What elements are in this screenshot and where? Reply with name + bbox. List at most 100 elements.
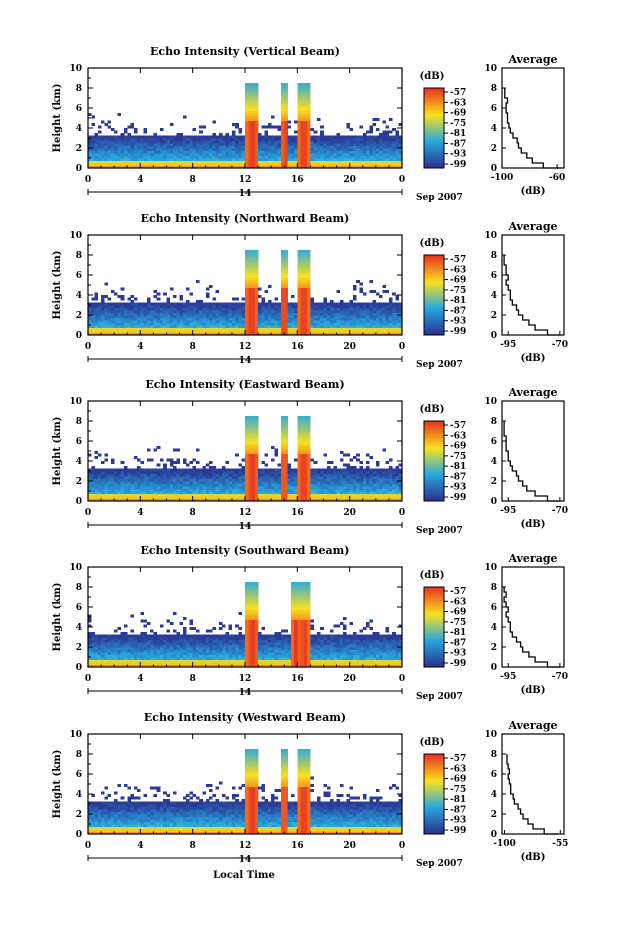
heatmap-cell <box>343 468 347 472</box>
heatmap-cell <box>215 305 220 308</box>
heatmap-cell <box>307 165 311 169</box>
heatmap-cell <box>130 481 135 484</box>
heatmap-cell <box>107 332 112 336</box>
heatmap-cell <box>326 315 331 318</box>
heatmap-cell <box>326 496 331 499</box>
heatmap-cell <box>346 478 350 482</box>
heatmap-cell <box>179 160 184 164</box>
heatmap-cell <box>303 436 308 439</box>
heatmap-cell <box>280 428 285 432</box>
heatmap-cell <box>231 498 236 502</box>
heatmap-cell <box>267 310 272 313</box>
heatmap-cell <box>349 138 354 141</box>
heatmap-cell <box>300 120 305 124</box>
heatmap-cell <box>182 320 187 323</box>
colorbar-unit: (dB) <box>420 71 445 82</box>
heatmap-cell <box>366 317 370 321</box>
heatmap-cell <box>235 330 239 333</box>
heatmap-cell <box>277 322 282 326</box>
heatmap-cell <box>94 325 99 328</box>
heatmap-cell <box>290 468 295 472</box>
heatmap-cell <box>277 478 282 482</box>
heatmap-cell <box>186 143 190 146</box>
heatmap-cell <box>395 310 400 313</box>
heatmap-cell <box>284 275 288 278</box>
heatmap-cell <box>241 297 246 301</box>
heatmap-cell <box>366 466 370 469</box>
heatmap-cell <box>94 312 99 316</box>
heatmap-cell <box>316 478 321 482</box>
heatmap-cell <box>225 153 229 156</box>
heatmap-cell <box>339 478 344 482</box>
heatmap-cell <box>94 473 99 477</box>
heatmap-cell <box>271 446 275 449</box>
heatmap-cell <box>352 483 357 487</box>
heatmap-cell <box>297 438 301 442</box>
heatmap-cell <box>189 478 193 482</box>
heatmap-cell <box>182 138 187 141</box>
heatmap-cell <box>245 123 249 126</box>
heatmap-cell <box>392 315 396 318</box>
heatmap-cell <box>189 135 193 139</box>
heatmap-cell <box>379 488 383 492</box>
heatmap-cell <box>146 325 151 328</box>
heatmap-cell <box>110 140 115 144</box>
heatmap-cell <box>320 143 324 146</box>
heatmap-cell <box>251 476 256 479</box>
heatmap-cell <box>166 496 171 499</box>
heatmap-cell <box>186 317 190 321</box>
heatmap-cell <box>300 322 305 326</box>
heatmap-cell <box>146 498 151 502</box>
heatmap-cell <box>143 332 148 336</box>
heatmap-cell <box>330 307 334 311</box>
heatmap-cell <box>218 468 223 472</box>
heatmap-cell <box>209 315 213 318</box>
heatmap-cell <box>218 332 223 336</box>
heatmap-cell <box>104 150 108 154</box>
heatmap-cell <box>366 320 370 323</box>
heatmap-cell <box>382 332 386 336</box>
heatmap-cell <box>88 332 92 336</box>
heatmap-cell <box>189 155 193 159</box>
heatmap-cell <box>150 327 154 331</box>
heatmap-cell <box>392 165 396 169</box>
heatmap-cell <box>398 158 403 161</box>
heatmap-cell <box>320 160 324 164</box>
heatmap-cell <box>159 473 164 477</box>
heatmap-cell <box>320 310 324 313</box>
heatmap-cell <box>356 483 360 487</box>
heatmap-cell <box>176 481 180 484</box>
heatmap-cell <box>140 302 144 306</box>
heatmap-cell <box>352 478 357 482</box>
heatmap-cell <box>123 488 128 492</box>
heatmap-cell <box>300 300 305 303</box>
heatmap-cell <box>176 317 180 321</box>
heatmap-cell <box>359 322 364 326</box>
heatmap-cell <box>303 300 308 303</box>
heatmap-cell <box>271 138 275 141</box>
heatmap-cell <box>264 330 269 333</box>
heatmap-cell <box>375 140 380 144</box>
heatmap-cell <box>297 431 301 434</box>
heatmap-cell <box>303 148 308 151</box>
heatmap-cell <box>339 327 344 331</box>
heatmap-cell <box>146 307 151 311</box>
heatmap-cell <box>343 453 347 457</box>
heatmap-cell <box>388 493 393 497</box>
heatmap-cell <box>388 312 393 316</box>
heatmap-cell <box>310 478 314 482</box>
heatmap-cell <box>245 488 249 492</box>
heatmap-cell <box>254 260 259 263</box>
heatmap-cell <box>294 496 298 499</box>
heatmap-cell <box>346 305 350 308</box>
heatmap-cell <box>173 317 177 321</box>
heatmap-cell <box>153 160 157 164</box>
heatmap-cell <box>143 138 148 141</box>
heatmap-cell <box>284 252 288 256</box>
heatmap-cell <box>153 468 157 472</box>
heatmap-cell <box>202 327 207 331</box>
heatmap-cell <box>176 158 180 161</box>
heatmap-cell <box>372 300 377 303</box>
heatmap-cell <box>248 496 252 499</box>
heatmap-cell <box>280 498 285 502</box>
